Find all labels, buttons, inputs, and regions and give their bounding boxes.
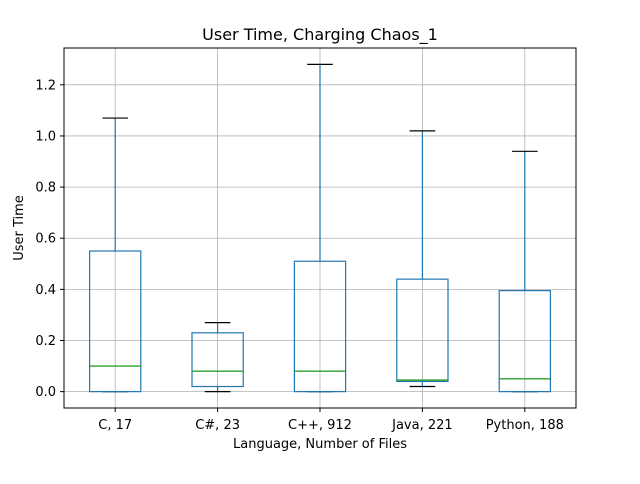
y-axis-label: User Time [12, 195, 27, 261]
x-tick-label: C++, 912 [288, 418, 352, 433]
y-tick-label: 0.0 [35, 385, 56, 400]
box-body [191, 332, 244, 388]
box-body [293, 260, 347, 393]
y-tick-label: 1.2 [35, 78, 56, 93]
axis-ticks: 0.0 0.2 0.4 0.6 0.8 1.0 1.2 C, 17 C#, 23 C++, 912… [35, 78, 564, 433]
box-4 [498, 150, 552, 393]
y-tick-label: 0.8 [35, 181, 56, 196]
x-tick-label: C#, 23 [195, 418, 240, 433]
x-tick-label: C, 17 [98, 418, 132, 433]
box-body [88, 250, 142, 393]
box-3 [396, 130, 449, 388]
box-body [498, 290, 552, 393]
box-2 [293, 63, 347, 393]
y-tick-label: 0.6 [35, 232, 56, 247]
chart-title: User Time, Charging Chaos_1 [202, 25, 438, 45]
box-1 [191, 322, 244, 393]
boxes [88, 63, 552, 393]
x-axis-label: Language, Number of Files [233, 437, 407, 452]
x-tick-label: Java, 221 [391, 418, 453, 433]
y-tick-label: 0.2 [35, 334, 56, 349]
y-tick-label: 1.0 [35, 129, 56, 144]
x-tick-label: Python, 188 [486, 418, 564, 433]
box-0 [88, 117, 142, 393]
y-tick-label: 0.4 [35, 283, 56, 298]
box-body [396, 278, 449, 383]
